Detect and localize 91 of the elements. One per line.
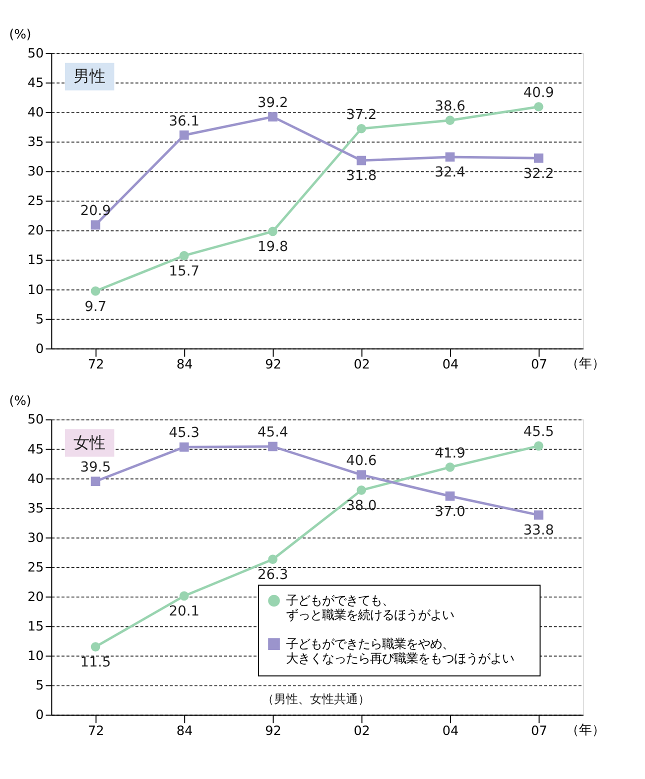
point — [445, 116, 455, 126]
data-label: 33.8 — [523, 522, 554, 539]
y-axis-title: (%) — [9, 28, 32, 43]
y-tick-label: 15 — [28, 253, 44, 268]
y-tick-label: 45 — [28, 76, 44, 91]
data-label: 19.8 — [257, 239, 288, 256]
data-label: 39.5 — [80, 460, 111, 476]
text: 男性 — [74, 66, 106, 86]
point — [268, 554, 278, 564]
y-tick-label: 20 — [28, 590, 44, 605]
y-tick-label: 25 — [28, 560, 44, 576]
data-label: 36.1 — [168, 113, 200, 130]
x-tick-label: 84 — [176, 358, 193, 373]
data-label: 38.6 — [434, 98, 466, 114]
point — [356, 156, 366, 166]
y-axis-title: (%) — [9, 394, 32, 410]
point — [445, 491, 455, 501]
x-tick-label: 07 — [530, 358, 548, 373]
y-tick-label: 0 — [36, 708, 44, 724]
y-tick-label: 10 — [28, 282, 44, 298]
data-label: 37.0 — [434, 504, 466, 520]
data-label: 20.1 — [168, 604, 200, 620]
y-tick-label: 10 — [28, 649, 44, 664]
y-tick-label: 35 — [28, 135, 44, 150]
point — [445, 462, 455, 472]
data-label: 31.8 — [346, 168, 377, 184]
x-tick-label: 04 — [442, 724, 459, 739]
y-tick-label: 30 — [28, 164, 44, 180]
point — [356, 470, 366, 480]
data-label: 11.5 — [80, 654, 111, 670]
y-tick-label: 0 — [36, 342, 44, 357]
y-tick-label: 25 — [28, 194, 44, 210]
point — [179, 130, 189, 140]
legend-label: 子どもができても、ずっと職業を続けるほうがよい — [286, 594, 454, 622]
x-tick-label: 07 — [530, 724, 548, 739]
y-tick-label: 15 — [28, 620, 44, 635]
point — [90, 220, 100, 230]
x-tick-label: 72 — [88, 724, 104, 739]
y-tick-label: 30 — [28, 530, 44, 546]
x-axis-title: （年） — [566, 722, 606, 738]
y-tick-label: 45 — [28, 442, 44, 458]
y-tick-label: 5 — [36, 312, 44, 328]
data-label: 15.7 — [168, 263, 200, 280]
y-tick-label: 40 — [28, 472, 44, 487]
point — [179, 250, 189, 260]
data-label: 39.2 — [257, 94, 288, 111]
point — [445, 152, 455, 162]
x-tick-label: 72 — [88, 358, 104, 373]
point — [534, 510, 544, 520]
data-label: 9.7 — [84, 298, 106, 315]
x-tick-label: 92 — [265, 724, 282, 739]
point — [268, 226, 278, 236]
y-tick-label: 50 — [28, 412, 44, 428]
x-tick-label: 04 — [442, 358, 459, 373]
point — [534, 102, 544, 112]
y-tick-label: 40 — [28, 106, 44, 121]
point — [534, 153, 544, 163]
point — [356, 486, 366, 495]
x-tick-label: 02 — [354, 358, 370, 373]
data-label: 20.9 — [80, 203, 111, 220]
data-label: 32.4 — [434, 164, 466, 181]
x-tick-label: 84 — [176, 724, 193, 739]
text: 女性 — [74, 432, 106, 452]
data-label: 45.4 — [257, 424, 288, 441]
y-tick-label: 35 — [28, 501, 44, 516]
x-tick-label: 92 — [265, 358, 282, 373]
point — [90, 476, 100, 486]
data-label: 32.2 — [523, 166, 554, 182]
point — [268, 112, 278, 122]
point — [90, 642, 100, 652]
legend-label: 子どもができたら職業をやめ、大きくなったら再び職業をもつほうがよい — [286, 637, 514, 666]
data-label: 45.5 — [523, 424, 554, 440]
x-axis-title: （年） — [566, 356, 606, 372]
data-label: 37.2 — [346, 106, 377, 123]
data-label: 45.3 — [168, 425, 200, 442]
point — [179, 442, 189, 452]
annotation: （男性、女性共通） — [262, 692, 370, 706]
x-tick-label: 02 — [354, 724, 370, 739]
data-label: 40.6 — [346, 453, 377, 470]
data-label: 38.0 — [346, 498, 377, 514]
point — [268, 442, 278, 452]
y-tick-label: 5 — [36, 678, 44, 694]
point — [90, 286, 100, 296]
data-label: 40.9 — [523, 84, 554, 101]
point — [534, 441, 544, 451]
point — [179, 591, 189, 601]
y-tick-label: 50 — [28, 46, 44, 62]
data-label: 41.9 — [434, 445, 466, 462]
point — [356, 124, 366, 134]
data-label: 26.3 — [257, 567, 288, 584]
y-tick-label: 20 — [28, 224, 44, 239]
